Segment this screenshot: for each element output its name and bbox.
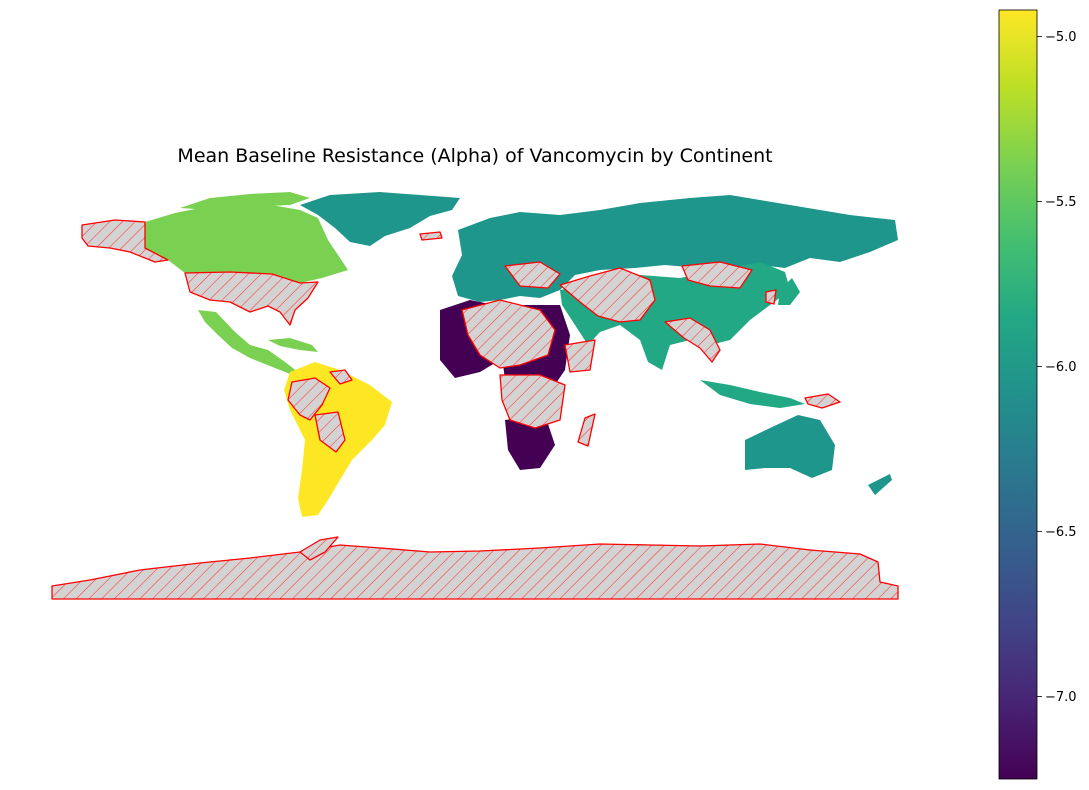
region-mongolia	[681, 261, 753, 289]
colorbar-tick-label: −5.5	[1045, 195, 1077, 210]
region-new-zealand	[868, 474, 892, 495]
region-australia	[745, 415, 835, 478]
colorbar-frame	[998, 9, 1038, 780]
chart-title: Mean Baseline Resistance (Alpha) of Vanc…	[177, 145, 772, 167]
colorbar-tick-label: −5.0	[1045, 30, 1077, 45]
region-greenland	[300, 192, 460, 246]
colorbar-gradient	[999, 10, 1037, 779]
region-middle-east	[559, 267, 656, 323]
region-europe-russia	[452, 195, 898, 302]
region-central-africa	[499, 374, 566, 429]
region-southeast-asia	[700, 380, 805, 408]
region-north-america	[145, 203, 348, 283]
region-antarctica	[51, 543, 899, 600]
region-korea	[765, 289, 777, 305]
region-caribbean	[268, 338, 318, 352]
region-central-europe	[504, 261, 561, 289]
colorbar: −5.0 −5.5 −6.0 −6.5 −7.0	[998, 9, 1077, 780]
region-central-america	[198, 310, 298, 374]
region-united-states	[184, 271, 319, 326]
region-iceland	[419, 231, 443, 241]
region-south-asia	[664, 317, 721, 363]
region-japan	[778, 278, 800, 305]
region-south-america-guianas	[329, 369, 353, 385]
colorbar-tick-label: −6.0	[1045, 360, 1077, 375]
region-alaska	[81, 219, 169, 263]
colorbar-tick-label: −6.5	[1045, 525, 1077, 540]
world-map	[51, 192, 899, 600]
region-madagascar	[577, 413, 596, 447]
region-canadian-arctic	[180, 192, 310, 210]
region-africa-south	[505, 415, 555, 470]
region-new-guinea	[804, 393, 841, 409]
region-north-central-africa	[461, 299, 556, 369]
colorbar-tick-label: −7.0	[1045, 690, 1077, 705]
region-antarctic-peninsula	[299, 536, 339, 561]
region-south-america-nw	[287, 377, 331, 421]
colorbar-ticks: −5.0 −5.5 −6.0 −6.5 −7.0	[1037, 30, 1077, 705]
region-horn-of-africa	[564, 339, 596, 373]
region-south-america-central	[314, 411, 346, 453]
